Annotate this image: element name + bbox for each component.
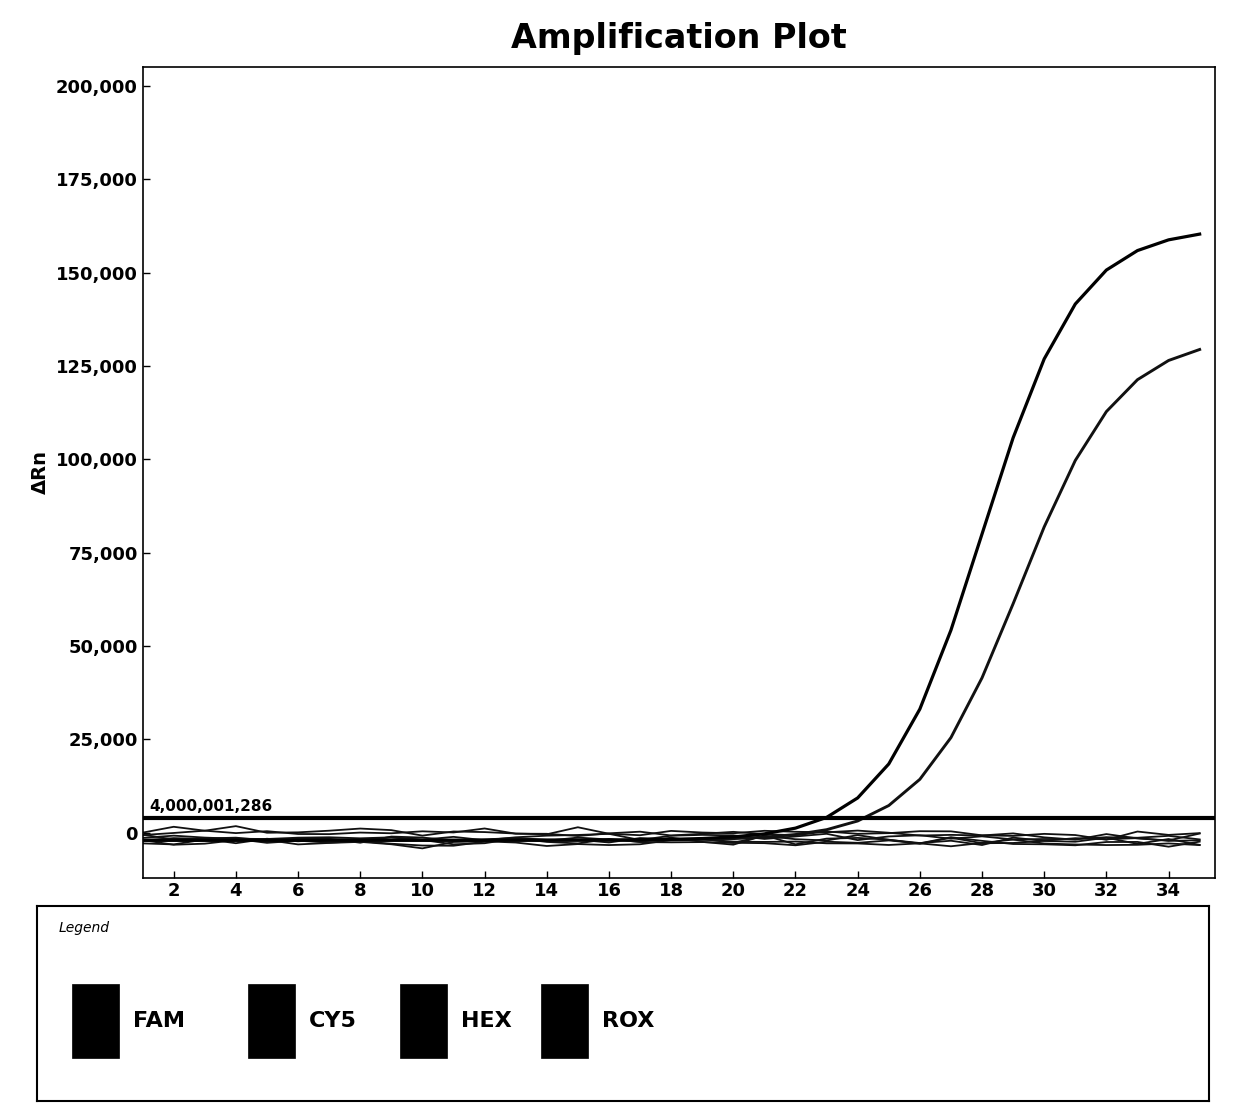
Bar bbox=[248, 984, 295, 1058]
Text: 4,000,001,286: 4,000,001,286 bbox=[149, 799, 272, 814]
Text: FAM: FAM bbox=[133, 1011, 185, 1031]
Text: CY5: CY5 bbox=[309, 1011, 357, 1031]
Y-axis label: ΔRn: ΔRn bbox=[31, 451, 51, 494]
Text: HEX: HEX bbox=[461, 1011, 512, 1031]
Bar bbox=[541, 984, 588, 1058]
Title: Amplification Plot: Amplification Plot bbox=[511, 21, 847, 55]
Bar bbox=[401, 984, 448, 1058]
X-axis label: Cycle: Cycle bbox=[650, 906, 708, 925]
Text: ROX: ROX bbox=[601, 1011, 655, 1031]
Bar bbox=[72, 984, 119, 1058]
Text: Legend: Legend bbox=[58, 921, 109, 936]
